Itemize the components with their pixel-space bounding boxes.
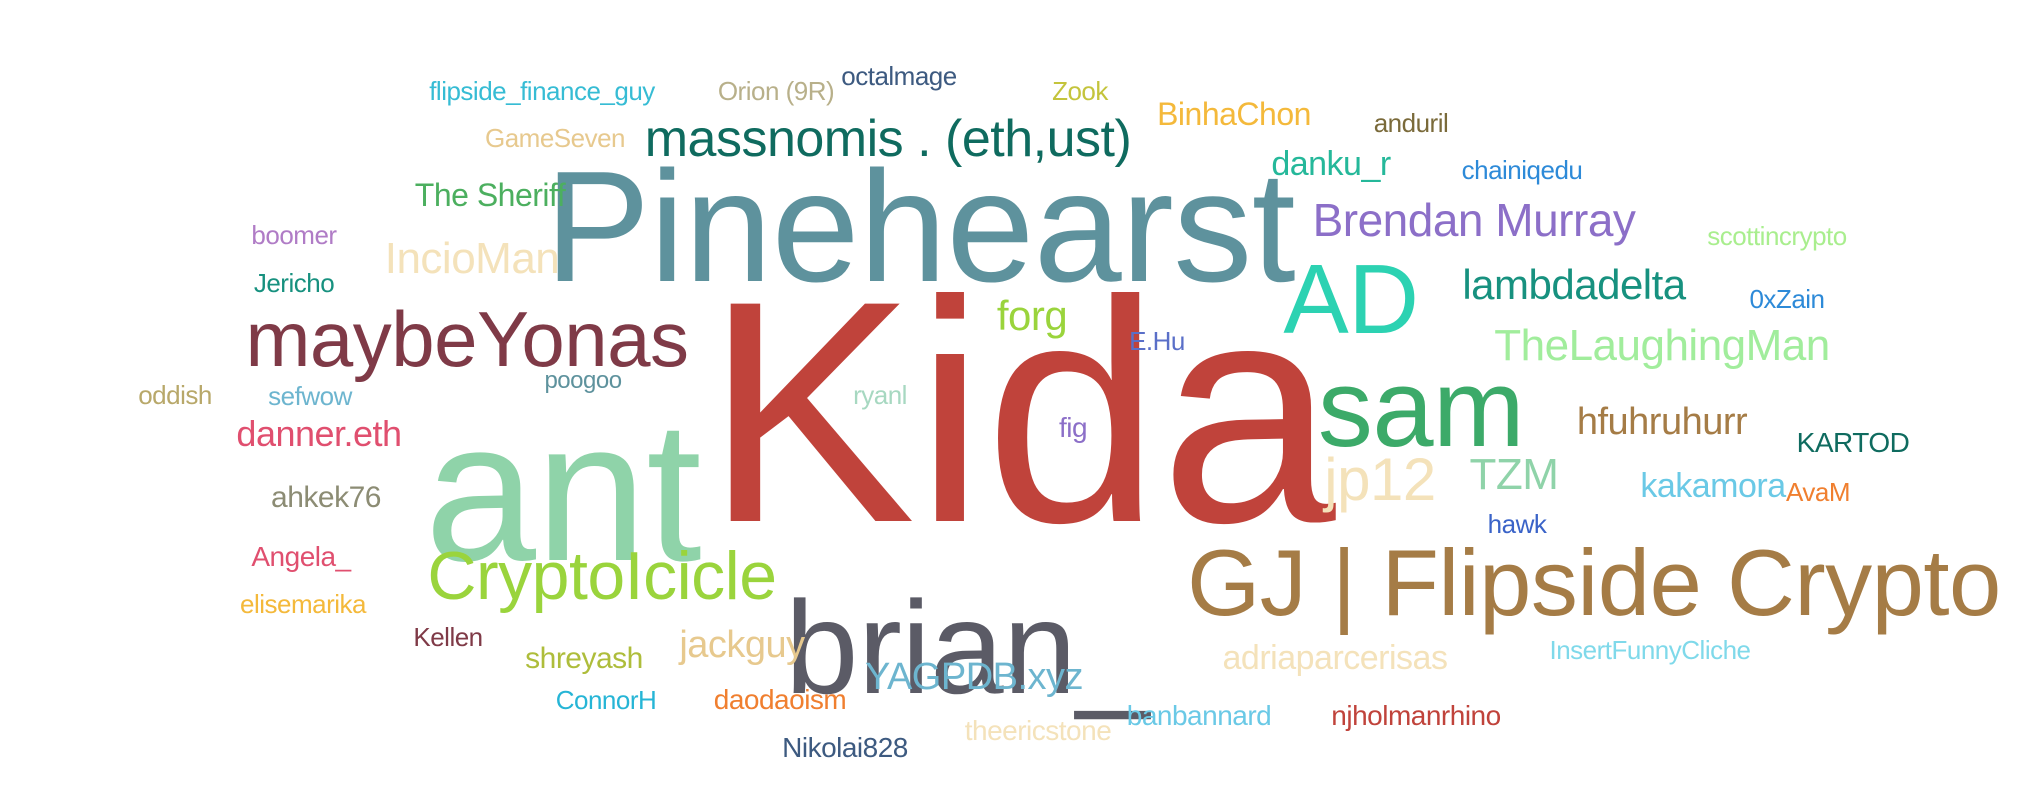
word-kellen: Kellen <box>413 622 483 652</box>
word-shreyash: shreyash <box>525 642 643 675</box>
word-elisemarika: elisemarika <box>240 589 367 619</box>
word-danku-r: danku_r <box>1271 145 1391 183</box>
word-incioman: IncioMan <box>384 234 560 283</box>
word-theericstone: theericstone <box>964 715 1112 746</box>
word-brendan-murray: Brendan Murray <box>1312 194 1636 246</box>
word-thelaughingman: TheLaughingMan <box>1494 321 1830 370</box>
word-gameseven: GameSeven <box>484 123 626 153</box>
word-jackguy: jackguy <box>679 624 805 666</box>
word-scottincrypto: scottincrypto <box>1707 221 1847 251</box>
word-danner-eth: danner.eth <box>236 413 402 454</box>
word-ahkek76: ahkek76 <box>271 481 381 514</box>
word-oddish: oddish <box>138 380 212 410</box>
word-tzm: TZM <box>1469 450 1559 499</box>
word-kida: Kida <box>704 235 1336 588</box>
word-flipside-finance-guy: flipside_finance_guy <box>429 76 655 106</box>
word-gj-flipside-crypto: GJ | Flipside Crypto <box>1187 530 2001 635</box>
word-anduril: anduril <box>1373 108 1449 138</box>
word-forg: forg <box>996 292 1068 339</box>
word-poogoo: poogoo <box>544 367 622 394</box>
word-njholmanrhino: njholmanrhino <box>1331 700 1501 731</box>
word-daodaoism: daodaoism <box>713 684 847 715</box>
word-ant: ant <box>424 380 702 603</box>
word-hfuhruhurr: hfuhruhurr <box>1576 401 1748 443</box>
word-octalmage: octalmage <box>841 61 957 91</box>
word-chainiqedu: chainiqedu <box>1461 155 1583 185</box>
word-brian: brian_ <box>785 574 1149 721</box>
word-hawk: hawk <box>1487 509 1547 539</box>
word-cryptoicicle: CryptoIcicle <box>427 538 777 614</box>
word-ad: AD <box>1283 244 1419 354</box>
word-sam: sam <box>1317 347 1525 470</box>
word-jp12: jp12 <box>1324 446 1436 513</box>
word-fig: fig <box>1058 412 1088 443</box>
word-binhachon: BinhaChon <box>1157 96 1311 132</box>
word-yagpdb-xyz: YAGPDB.xyz <box>864 656 1084 698</box>
word-massnomis-eth-ust: massnomis . (eth,ust) <box>644 110 1132 168</box>
word-boomer: boomer <box>251 220 337 250</box>
word-zook: Zook <box>1052 76 1108 106</box>
word-kakamora: kakamora <box>1640 467 1786 505</box>
word-connorh: ConnorH <box>555 685 657 715</box>
word-pinehearst: Pinehearst <box>544 139 1296 315</box>
word-orion-9r: Orion (9R) <box>717 76 835 106</box>
word-the-sheriff: The Sheriff <box>414 177 566 213</box>
word-insertfunnycliche: InsertFunnyCliche <box>1549 635 1751 665</box>
word-banbannard: banbannard <box>1126 700 1272 731</box>
word-ryanl: ryanl <box>853 380 907 410</box>
word-nikolai828: Nikolai828 <box>782 732 908 763</box>
word-lambdadelta: lambdadelta <box>1462 261 1686 308</box>
word-maybeyonas: maybeYonas <box>245 295 689 383</box>
word-jericho: Jericho <box>253 268 335 298</box>
word-adriaparcerisas: adriaparcerisas <box>1222 639 1448 677</box>
word-sefwow: sefwow <box>268 381 352 411</box>
word-avam: AvaM <box>1786 477 1851 507</box>
word-angela: Angela_ <box>251 541 351 572</box>
word-kartod: KARTOD <box>1796 427 1910 458</box>
word-0xzain: 0xZain <box>1749 284 1825 314</box>
word-e-hu: E.Hu <box>1129 326 1185 356</box>
